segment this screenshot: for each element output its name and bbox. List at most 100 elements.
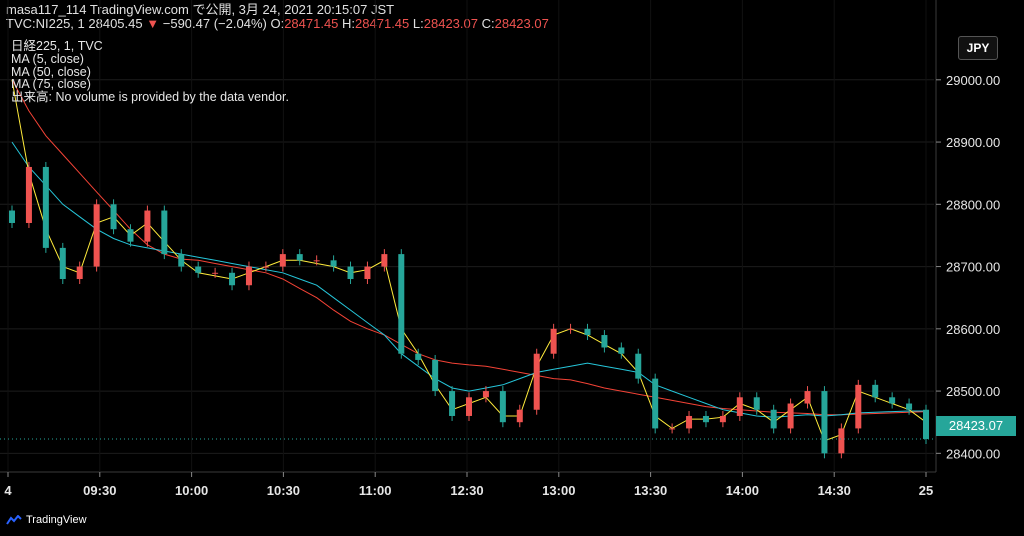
tradingview-brand[interactable]: TradingView	[6, 514, 87, 526]
x-tick-label: 11:00	[359, 483, 392, 498]
candle-body	[262, 266, 269, 268]
legend-volume-note: 出来高: No volume is provided by the data v…	[11, 90, 289, 105]
candle-body	[821, 391, 828, 454]
candle-body	[889, 397, 896, 404]
candle-body	[212, 272, 219, 274]
brand-name: TradingView	[26, 514, 87, 526]
x-tick-label: 25	[919, 483, 933, 498]
candle-body	[652, 378, 659, 429]
candle-body	[296, 254, 303, 261]
candle-body	[618, 347, 625, 354]
candle-body	[313, 260, 320, 262]
candle-body	[669, 428, 676, 430]
candle-body	[686, 415, 693, 429]
candle-body	[347, 266, 354, 280]
candle-body	[245, 266, 252, 286]
ma-line-1	[11, 79, 927, 442]
x-tick-label: 14:30	[818, 483, 851, 498]
candle-body	[635, 353, 642, 379]
candle-body	[279, 254, 286, 267]
y-tick-label: 29000.00	[946, 73, 1000, 88]
close-value: 28423.07	[494, 16, 549, 31]
candle-body	[753, 397, 760, 410]
legend-ma50[interactable]: MA (50, close)	[11, 64, 91, 79]
candle-body	[415, 353, 422, 360]
candle-body	[42, 166, 49, 248]
candle-body	[229, 272, 236, 286]
candle-body	[482, 391, 489, 398]
candle-body	[787, 403, 794, 429]
candle-body	[601, 335, 608, 348]
candle-body	[719, 415, 726, 423]
legend-title: 日経225, 1, TVC	[11, 39, 103, 53]
candle-body	[59, 247, 66, 280]
candle-body	[584, 328, 591, 336]
publish-info: masa117_114 TradingView.com で公開, 3月 24, …	[6, 2, 395, 17]
candle-body	[178, 254, 185, 267]
candle-body	[736, 397, 743, 416]
candle-body	[567, 328, 574, 330]
y-tick-label: 28700.00	[946, 260, 1000, 275]
x-tick-label: 09:30	[83, 483, 116, 498]
x-tick-label: 10:00	[175, 483, 208, 498]
legend-ma75[interactable]: MA (75, close)	[11, 77, 91, 92]
candle-body	[838, 428, 845, 454]
ma-line-2	[11, 141, 926, 418]
change-value: −590.47 (−2.04%)	[162, 16, 267, 31]
candle-body	[398, 254, 405, 354]
x-tick-label: 10:30	[267, 483, 300, 498]
candle-body	[499, 391, 506, 423]
candle-body	[25, 166, 32, 223]
candle-body	[161, 210, 168, 255]
currency-button[interactable]: JPY	[958, 36, 998, 60]
y-tick-label: 28800.00	[946, 197, 1000, 212]
candle-body	[516, 409, 523, 423]
x-tick-label: 14:00	[726, 483, 759, 498]
last-price-label: 28423.07	[936, 416, 1016, 436]
candle-body	[804, 391, 811, 404]
high-value: 28471.45	[355, 16, 410, 31]
high-label: H:	[342, 16, 356, 31]
chart-legend: 日経225, 1, TVC MA (5, close) MA (50, clos…	[11, 40, 289, 104]
candle-body	[330, 260, 337, 267]
legend-ma5[interactable]: MA (5, close)	[11, 51, 84, 66]
candle-body	[449, 391, 456, 416]
candle-body	[770, 409, 777, 429]
candle-body	[364, 266, 371, 280]
x-tick-label: 13:30	[634, 483, 667, 498]
candle-body	[93, 204, 100, 267]
candle-body	[9, 210, 15, 223]
x-tick-label: 4	[4, 483, 12, 498]
candle-body	[872, 384, 879, 398]
candle-body	[110, 204, 117, 230]
symbol-label: TVC:NI225, 1	[6, 16, 85, 31]
y-tick-label: 28500.00	[946, 384, 1000, 399]
candle-body	[195, 266, 202, 273]
close-label: C:	[481, 16, 495, 31]
y-tick-label: 28600.00	[946, 322, 1000, 337]
candle-body	[432, 359, 439, 392]
candle-body	[381, 254, 388, 267]
open-value: 28471.45	[284, 16, 339, 31]
candle-body	[127, 229, 134, 242]
low-value: 28423.07	[423, 16, 478, 31]
candle-body	[702, 415, 709, 423]
low-label: L:	[412, 16, 424, 31]
candle-body	[533, 353, 540, 410]
open-label: O:	[270, 16, 285, 31]
candle-body	[855, 384, 862, 429]
x-tick-label: 12:30	[450, 483, 483, 498]
y-tick-label: 28400.00	[946, 446, 1000, 461]
x-tick-label: 13:00	[542, 483, 575, 498]
candle-body	[923, 409, 929, 440]
candle-body	[550, 328, 557, 354]
ma-line-3	[11, 79, 927, 416]
candle-body	[906, 403, 913, 410]
candle-body	[466, 397, 472, 416]
down-arrow-icon: ▼	[146, 16, 160, 31]
ohlc-bar: TVC:NI225, 1 28405.45 ▼ −590.47 (−2.04%)…	[6, 17, 549, 31]
tradingview-logo-icon	[6, 515, 22, 525]
candle-body	[76, 266, 83, 280]
y-tick-label: 28900.00	[946, 135, 1000, 150]
